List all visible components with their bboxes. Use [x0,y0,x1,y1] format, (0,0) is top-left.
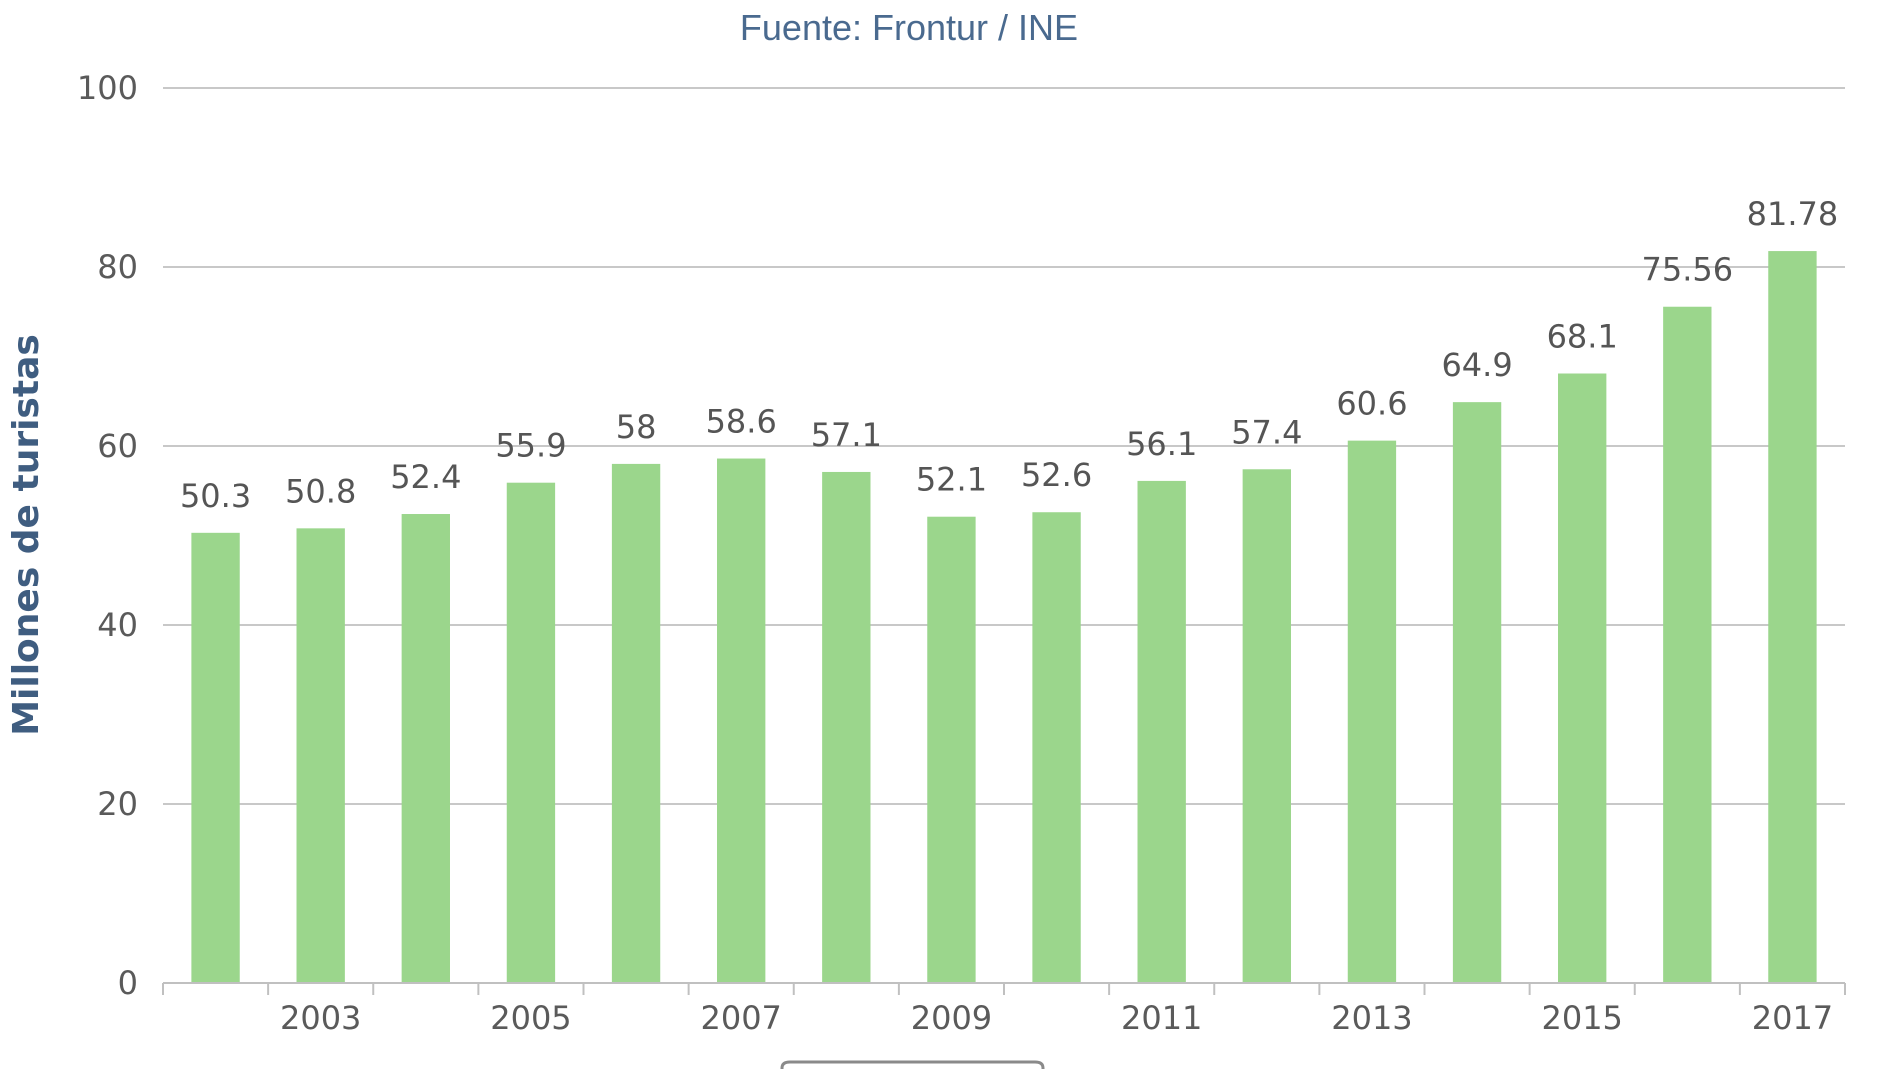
bar-2011[interactable] [1137,480,1186,983]
data-label-2008: 57.1 [811,416,882,454]
bar-2012[interactable] [1242,469,1291,983]
data-label-2006: 58 [616,408,657,446]
data-labels: 50.3 50.8 52.4 55.9 58 58.6 57.1 52.1 52.6 56.1 57… [180,195,1838,515]
data-label-2002: 50.3 [180,477,251,515]
x-tick-label-2015: 2015 [1541,999,1622,1037]
bar-2003[interactable] [296,528,345,983]
bars [191,251,1817,984]
x-axis-ticks: 2003 2005 2007 2009 2011 2013 2015 2017 [162,983,1846,1037]
y-tick-label: 40 [97,606,138,644]
chart-subtitle: Fuente: Frontur / INE [740,7,1078,48]
bar-2006[interactable] [611,463,661,983]
data-label-2014: 64.9 [1441,346,1512,384]
x-tick-label-2005: 2005 [490,999,571,1037]
bar-2002[interactable] [191,532,240,983]
y-tick-label: 100 [77,69,138,107]
y-tick-label: 80 [97,248,138,286]
bar-2016[interactable] [1663,306,1712,983]
data-label-2004: 52.4 [390,458,461,496]
bar-2017[interactable] [1768,251,1817,984]
y-tick-label: 20 [97,785,138,823]
bar-2007[interactable] [717,458,766,983]
data-label-2017: 81.78 [1747,195,1839,233]
y-tick-label: 60 [97,427,138,465]
data-label-2009: 52.1 [916,461,987,499]
x-tick-label-2007: 2007 [700,999,781,1037]
y-tick-label: 0 [118,964,138,1002]
bar-2004[interactable] [401,514,450,983]
bar-2010[interactable] [1032,512,1081,983]
data-label-2015: 68.1 [1547,318,1618,356]
data-label-2012: 57.4 [1231,413,1302,451]
data-label-2013: 60.6 [1336,385,1407,423]
bar-2014[interactable] [1452,402,1502,983]
bar-2009[interactable] [927,516,976,983]
bar-2013[interactable] [1347,440,1397,983]
bar-2005[interactable] [506,482,556,983]
x-tick-label-2017: 2017 [1752,999,1833,1037]
y-axis-title: Millones de turistas [6,334,47,736]
bar-2015[interactable] [1558,373,1607,983]
scroll-handle-edge[interactable] [780,1060,1045,1069]
data-label-2005: 55.9 [495,427,566,465]
x-tick-label-2013: 2013 [1331,999,1412,1037]
data-label-2003: 50.8 [285,472,356,510]
bar-2008[interactable] [822,471,871,983]
data-label-2016: 75.56 [1642,251,1734,289]
x-tick-label-2003: 2003 [280,999,361,1037]
data-label-2011: 56.1 [1126,425,1197,463]
x-tick-label-2009: 2009 [911,999,992,1037]
data-label-2007: 58.6 [706,403,777,441]
x-tick-label-2011: 2011 [1121,999,1202,1037]
y-axis-ticks: 0 20 40 60 80 100 [77,69,138,1002]
data-label-2010: 52.6 [1021,456,1092,494]
